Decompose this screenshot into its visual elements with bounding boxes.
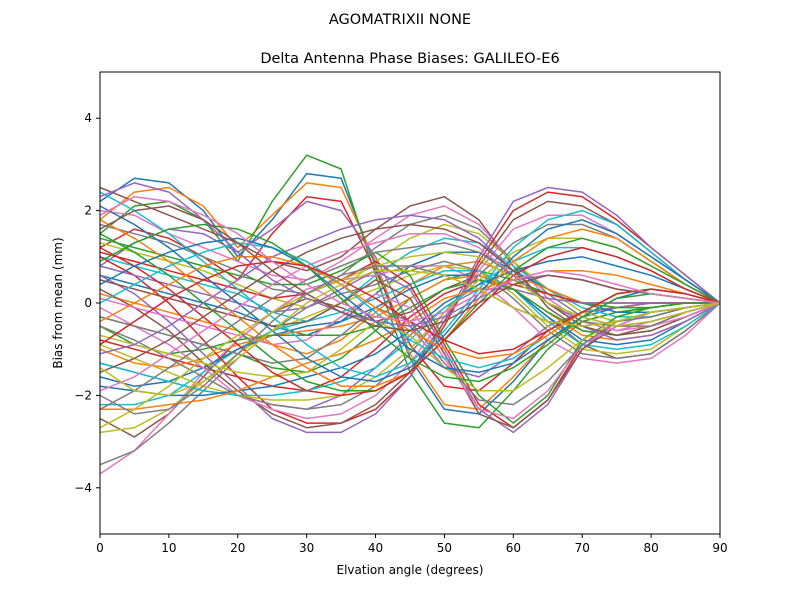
series-line-57 (99, 195, 721, 323)
series-line-46 (99, 223, 721, 373)
x-tick-label: 60 (506, 541, 521, 555)
series-line-56 (99, 205, 721, 332)
series-line-41 (99, 205, 721, 383)
series-line-53 (99, 223, 721, 383)
x-tick-label: 30 (299, 541, 314, 555)
y-tick-label: 0 (84, 296, 92, 310)
y-axis-label: Bias from mean (mm) (51, 237, 65, 368)
x-tick-label: 40 (368, 541, 383, 555)
y-tick-label: −2 (74, 388, 92, 402)
y-tick-label: 2 (84, 204, 92, 218)
series-line-40 (99, 191, 721, 378)
y-tick-label: −4 (74, 481, 92, 495)
series-line-59 (99, 269, 721, 397)
x-axis-label: Elvation angle (degrees) (337, 563, 484, 577)
axis-layer: 0 10 20 30 40 50 60 70 80 90 −4 −2 0 2 4 (74, 111, 727, 555)
series-line-47 (99, 232, 721, 392)
series-line-25 (99, 186, 721, 434)
x-tick-label: 50 (437, 541, 452, 555)
x-tick-label: 90 (712, 541, 727, 555)
x-tick-label: 70 (575, 541, 590, 555)
series-line-49 (99, 251, 721, 429)
x-tick-label: 80 (643, 541, 658, 555)
figure-suptitle: AGOMATRIXII NONE (329, 12, 471, 28)
y-tick-label: 4 (84, 111, 92, 125)
series-line-45 (99, 214, 721, 355)
x-tick-label: 20 (230, 541, 245, 555)
chart-title: Delta Antenna Phase Biases: GALILEO-E6 (260, 51, 559, 67)
series-layer (99, 154, 721, 475)
x-tick-label: 0 (96, 541, 104, 555)
x-tick-label: 10 (161, 541, 176, 555)
